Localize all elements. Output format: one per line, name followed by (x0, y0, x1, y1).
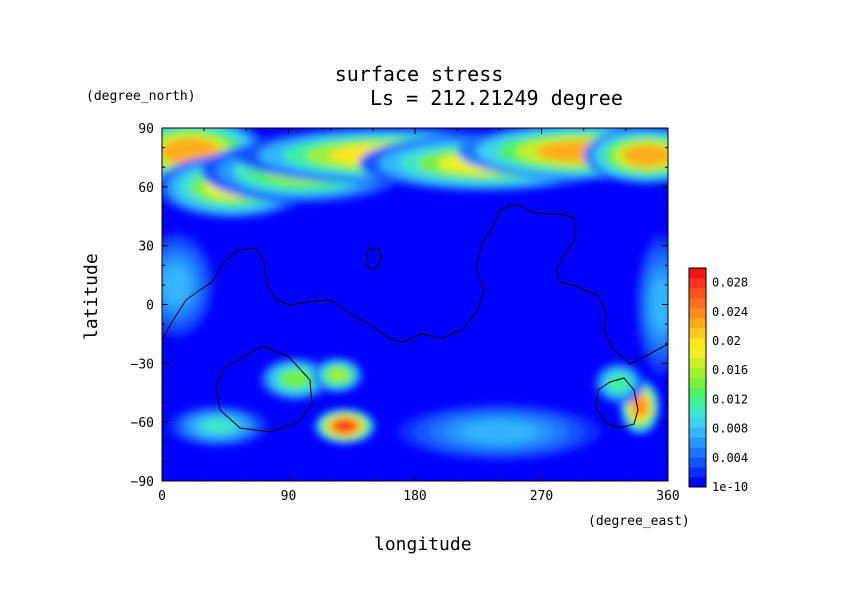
y-tick-label: 60 (138, 181, 154, 196)
y-tick-label: −30 (131, 357, 154, 372)
colorbar-segment (689, 268, 706, 279)
colorbar-segment (689, 437, 706, 448)
x-axis-label: longitude (374, 534, 472, 555)
chart-title: surface stress (0, 64, 842, 84)
colorbar-tick-label: 1e-10 (712, 480, 748, 494)
hotspot-mark (333, 419, 357, 433)
hotspot-mark (651, 277, 668, 332)
hotspot-mark (199, 418, 238, 435)
colorbar-segment (689, 337, 706, 349)
y-tick-label: 0 (146, 299, 154, 314)
colorbar-segment (689, 447, 706, 458)
y-tick-label: 30 (138, 240, 154, 255)
y-tick-label: 90 (138, 122, 154, 137)
heatmap-field (162, 128, 668, 481)
y-axis: −90 −60 −30 0 30 60 90 (131, 122, 668, 490)
x-tick-label: 270 (530, 489, 553, 504)
colorbar-segment (689, 277, 706, 289)
colorbar-segment (689, 457, 706, 468)
x-tick-label: 180 (403, 489, 426, 504)
colorbar-segment (689, 367, 706, 378)
colorbar-frame (688, 267, 707, 488)
colorbar-segment (689, 317, 706, 329)
topography-contours (162, 203, 668, 433)
hotspot-mark (623, 144, 668, 167)
colorbar-segment (689, 377, 706, 388)
contour-line (215, 345, 313, 433)
contour-line (595, 377, 639, 429)
x-axis-unit: (degree_east) (588, 514, 690, 529)
colorbar-segment (689, 327, 706, 339)
x-axis: 0 90 180 270 360 (158, 128, 680, 504)
hotspot-mark (328, 368, 348, 382)
colorbar-tick-label: 0.016 (712, 363, 748, 377)
colorbar-segment (689, 287, 706, 299)
y-axis-unit: (degree_north) (86, 89, 196, 104)
y-tick-label: −90 (131, 475, 154, 490)
colorbar-segment (689, 467, 706, 478)
y-tick-label: −60 (131, 416, 154, 431)
contour-line (162, 203, 668, 365)
colorbar-segment (689, 477, 706, 488)
colorbar-tick-label: 0.012 (712, 392, 748, 406)
colorbar-segment (689, 427, 706, 438)
chart-subtitle: Ls = 212.21249 degree (370, 86, 623, 110)
colorbar-tick-label: 0.004 (712, 451, 748, 465)
colorbar: 1e-10 0.004 0.008 0.012 0.016 0.02 0.024 0.028 (688, 267, 748, 494)
colorbar-segment (689, 407, 706, 418)
x-tick-label: 90 (281, 489, 297, 504)
hotspot-mark (282, 371, 309, 388)
colorbar-tick-label: 0.024 (712, 305, 748, 319)
hotspot-mark (461, 421, 538, 443)
x-tick-label: 0 (158, 489, 166, 504)
colorbar-segment (689, 307, 706, 319)
hotspot-mark (609, 374, 629, 391)
colorbar-segment (689, 417, 706, 428)
colorbar-tick-label: 0.028 (712, 276, 748, 290)
x-tick-label: 360 (656, 489, 679, 504)
colorbar-tick-label: 0.008 (712, 422, 748, 436)
colorbar-segment (689, 357, 706, 369)
colorbar-segment (689, 297, 706, 309)
colorbar-segment (689, 387, 706, 398)
chart-title-text: surface stress (334, 62, 504, 86)
hotspot-mark (162, 264, 191, 305)
contour-line (365, 247, 383, 271)
colorbar-segment (689, 397, 706, 408)
colorbar-tick-label: 0.02 (712, 334, 741, 348)
colorbar-segment (689, 347, 706, 359)
